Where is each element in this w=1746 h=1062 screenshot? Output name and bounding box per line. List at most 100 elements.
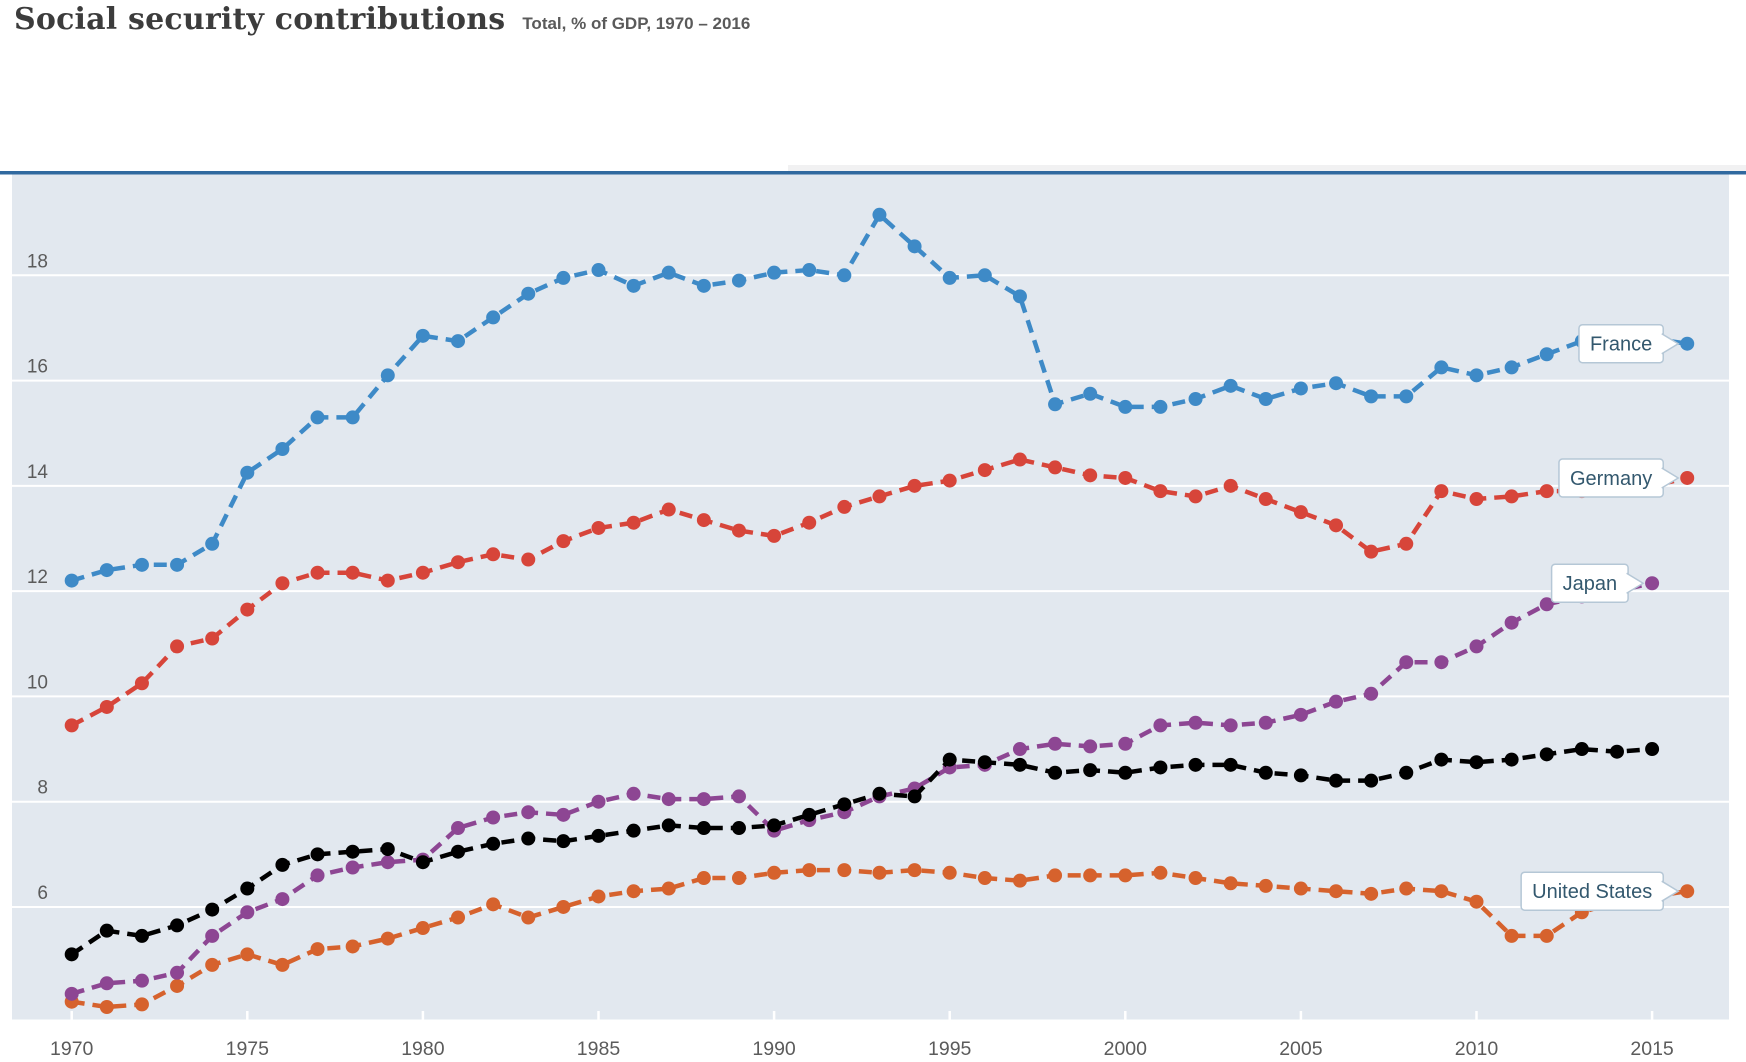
data-point[interactable]	[1118, 470, 1133, 485]
data-point[interactable]	[1083, 468, 1098, 483]
data-point[interactable]	[977, 871, 992, 886]
data-point[interactable]	[802, 807, 817, 822]
data-point[interactable]	[1504, 615, 1519, 630]
data-point[interactable]	[134, 997, 149, 1012]
data-point[interactable]	[1223, 876, 1238, 891]
data-point[interactable]	[1048, 460, 1063, 475]
data-point[interactable]	[1258, 715, 1273, 730]
data-point[interactable]	[1118, 868, 1133, 883]
data-point[interactable]	[1539, 347, 1554, 362]
series-line-japan[interactable]	[71, 581, 1653, 996]
data-point[interactable]	[310, 565, 325, 580]
data-point[interactable]	[170, 965, 185, 980]
data-point[interactable]	[1012, 757, 1027, 772]
data-point[interactable]	[1153, 865, 1168, 880]
data-point[interactable]	[837, 797, 852, 812]
data-point[interactable]	[1188, 757, 1203, 772]
data-point[interactable]	[696, 821, 711, 836]
data-point[interactable]	[1680, 884, 1695, 899]
data-point[interactable]	[977, 463, 992, 478]
data-point[interactable]	[1609, 744, 1624, 759]
data-point[interactable]	[591, 263, 606, 278]
data-point[interactable]	[1293, 707, 1308, 722]
data-point[interactable]	[310, 847, 325, 862]
data-point[interactable]	[661, 818, 676, 833]
data-point[interactable]	[556, 807, 571, 822]
data-point[interactable]	[1539, 928, 1554, 943]
data-point[interactable]	[767, 865, 782, 880]
data-point[interactable]	[170, 557, 185, 572]
data-point[interactable]	[275, 576, 290, 591]
data-point[interactable]	[1469, 755, 1484, 770]
data-point[interactable]	[942, 752, 957, 767]
data-point[interactable]	[1012, 452, 1027, 467]
data-point[interactable]	[556, 270, 571, 285]
data-point[interactable]	[64, 947, 79, 962]
data-point[interactable]	[205, 536, 220, 551]
data-point[interactable]	[556, 834, 571, 849]
data-point[interactable]	[1329, 694, 1344, 709]
data-point[interactable]	[64, 718, 79, 733]
data-point[interactable]	[310, 410, 325, 425]
data-point[interactable]	[1329, 376, 1344, 391]
data-point[interactable]	[486, 547, 501, 562]
data-point[interactable]	[626, 278, 641, 293]
data-point[interactable]	[521, 286, 536, 301]
data-point[interactable]	[1434, 484, 1449, 499]
data-point[interactable]	[767, 265, 782, 280]
data-point[interactable]	[1223, 378, 1238, 393]
data-point[interactable]	[1329, 518, 1344, 533]
data-point[interactable]	[591, 794, 606, 809]
data-point[interactable]	[1083, 868, 1098, 883]
series-label-callout-germany[interactable]: Germany	[1558, 458, 1680, 498]
data-point[interactable]	[1434, 884, 1449, 899]
data-point[interactable]	[1118, 736, 1133, 751]
data-point[interactable]	[696, 278, 711, 293]
data-point[interactable]	[661, 881, 676, 896]
data-point[interactable]	[1293, 768, 1308, 783]
series-line-unlabeled-black[interactable]	[70, 746, 1653, 957]
data-point[interactable]	[977, 268, 992, 283]
data-point[interactable]	[486, 836, 501, 851]
data-point[interactable]	[661, 792, 676, 807]
data-point[interactable]	[1153, 760, 1168, 775]
data-point[interactable]	[1293, 381, 1308, 396]
data-point[interactable]	[486, 810, 501, 825]
data-point[interactable]	[521, 552, 536, 567]
data-point[interactable]	[696, 871, 711, 886]
data-point[interactable]	[275, 892, 290, 907]
data-point[interactable]	[345, 939, 360, 954]
data-point[interactable]	[1504, 752, 1519, 767]
data-point[interactable]	[1434, 360, 1449, 375]
data-point[interactable]	[1364, 544, 1379, 559]
data-point[interactable]	[415, 328, 430, 343]
data-point[interactable]	[1223, 718, 1238, 733]
data-point[interactable]	[415, 921, 430, 936]
data-point[interactable]	[872, 207, 887, 222]
data-point[interactable]	[451, 555, 466, 570]
data-point[interactable]	[942, 865, 957, 880]
data-point[interactable]	[1118, 399, 1133, 414]
data-point[interactable]	[1258, 878, 1273, 893]
data-point[interactable]	[942, 473, 957, 488]
data-point[interactable]	[626, 786, 641, 801]
data-point[interactable]	[1680, 336, 1695, 351]
data-point[interactable]	[1012, 742, 1027, 757]
data-point[interactable]	[802, 515, 817, 530]
data-point[interactable]	[1329, 773, 1344, 788]
data-point[interactable]	[1293, 505, 1308, 520]
data-point[interactable]	[1399, 655, 1414, 670]
data-point[interactable]	[696, 792, 711, 807]
data-point[interactable]	[205, 957, 220, 972]
data-point[interactable]	[1434, 752, 1449, 767]
data-point[interactable]	[275, 857, 290, 872]
data-point[interactable]	[275, 957, 290, 972]
data-point[interactable]	[872, 489, 887, 504]
data-point[interactable]	[802, 263, 817, 278]
data-point[interactable]	[626, 884, 641, 899]
data-point[interactable]	[415, 855, 430, 870]
data-point[interactable]	[1258, 492, 1273, 507]
data-point[interactable]	[451, 844, 466, 859]
data-point[interactable]	[1539, 484, 1554, 499]
data-point[interactable]	[64, 986, 79, 1001]
